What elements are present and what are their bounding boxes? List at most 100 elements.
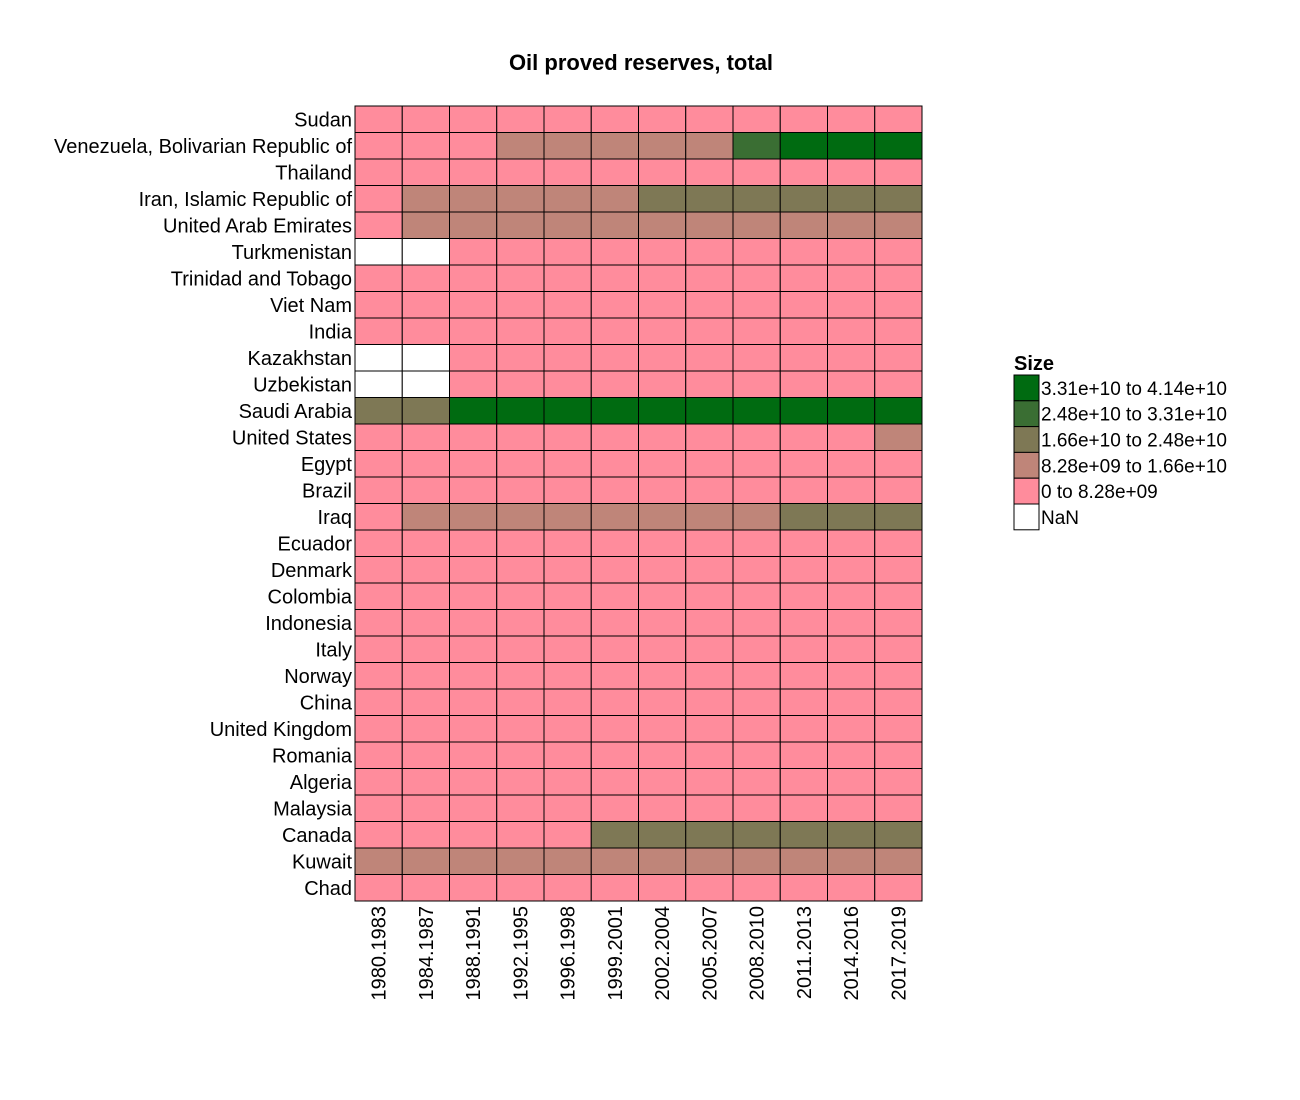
heatmap-cell <box>874 291 923 319</box>
heatmap-cell <box>779 821 828 849</box>
row-label: United States <box>232 427 352 449</box>
heatmap-cell <box>354 556 403 584</box>
heatmap-cell <box>874 768 923 796</box>
heatmap-cell <box>590 185 639 213</box>
heatmap-cell <box>543 874 592 902</box>
heatmap-cell <box>401 503 450 531</box>
heatmap-cell <box>401 529 450 557</box>
heatmap-cell <box>401 821 450 849</box>
heatmap-cell <box>354 132 403 160</box>
heatmap-cell <box>401 317 450 345</box>
heatmap-cell <box>827 158 876 186</box>
heatmap-cell <box>496 423 545 451</box>
heatmap-cell <box>874 821 923 849</box>
column-label: 1980.1983 <box>369 906 391 1001</box>
heatmap-cell <box>638 662 687 690</box>
heatmap-cell <box>449 185 498 213</box>
heatmap-cell <box>354 317 403 345</box>
heatmap-cell <box>732 741 781 769</box>
heatmap-cell <box>827 874 876 902</box>
heatmap-cell <box>354 635 403 663</box>
heatmap-cell <box>685 503 734 531</box>
heatmap-cell <box>827 450 876 478</box>
row-label: Algeria <box>290 772 353 794</box>
row-label: Denmark <box>271 560 353 582</box>
heatmap-cell <box>827 317 876 345</box>
heatmap-cell <box>496 344 545 372</box>
row-label: Uzbekistan <box>253 374 352 396</box>
column-label: 1996.1998 <box>558 906 580 1001</box>
heatmap-cell <box>779 344 828 372</box>
heatmap-cell <box>732 370 781 398</box>
legend-label: 3.31e+10 to 4.14e+10 <box>1041 379 1227 400</box>
row-label: Indonesia <box>265 613 353 635</box>
heatmap-cell <box>638 635 687 663</box>
heatmap-cell <box>543 185 592 213</box>
heatmap-cell <box>449 821 498 849</box>
heatmap-cell <box>779 794 828 822</box>
heatmap-cell <box>827 715 876 743</box>
heatmap-cell <box>732 715 781 743</box>
legend-swatch <box>1013 477 1040 505</box>
column-label: 2005.2007 <box>699 906 721 1001</box>
heatmap-cell <box>496 132 545 160</box>
heatmap-cell <box>449 291 498 319</box>
heatmap-cell <box>401 211 450 239</box>
heatmap-cell <box>874 105 923 133</box>
heatmap-cell <box>543 370 592 398</box>
heatmap-cell <box>543 582 592 610</box>
heatmap-cell <box>732 529 781 557</box>
heatmap-cell <box>401 185 450 213</box>
heatmap-cell <box>496 609 545 637</box>
heatmap-cell <box>638 450 687 478</box>
heatmap-cell <box>732 609 781 637</box>
heatmap-cell <box>732 185 781 213</box>
heatmap-cell <box>543 503 592 531</box>
heatmap-cell <box>543 423 592 451</box>
heatmap-cell <box>779 715 828 743</box>
heatmap-cell <box>827 556 876 584</box>
heatmap-cell <box>401 450 450 478</box>
heatmap-cell <box>590 238 639 266</box>
heatmap-cell <box>354 291 403 319</box>
heatmap-cell <box>827 211 876 239</box>
heatmap-cell <box>354 688 403 716</box>
heatmap-cell <box>874 741 923 769</box>
row-label: Iraq <box>318 507 352 529</box>
heatmap-cell <box>827 768 876 796</box>
heatmap-cell <box>638 609 687 637</box>
heatmap-cell <box>827 291 876 319</box>
heatmap-cell <box>449 768 498 796</box>
heatmap-cell <box>590 635 639 663</box>
heatmap-cell <box>732 556 781 584</box>
heatmap-cell <box>685 450 734 478</box>
heatmap-cell <box>874 317 923 345</box>
heatmap-cell <box>874 450 923 478</box>
heatmap-cell <box>496 185 545 213</box>
heatmap-cell <box>827 238 876 266</box>
heatmap-cell <box>449 874 498 902</box>
heatmap-cell <box>779 556 828 584</box>
heatmap-cell <box>543 132 592 160</box>
heatmap-cell <box>874 582 923 610</box>
heatmap-cell <box>354 476 403 504</box>
heatmap-cell <box>827 132 876 160</box>
heatmap-cell <box>496 158 545 186</box>
row-label: Trinidad and Tobago <box>171 268 352 290</box>
heatmap-cell <box>449 423 498 451</box>
row-label: Romania <box>272 745 353 767</box>
row-label: Italy <box>315 639 352 661</box>
column-label: 2014.2016 <box>841 906 863 1001</box>
row-labels: Sudan Venezuela, Bolivarian Republic of Th… <box>54 109 353 900</box>
column-labels: 1980.1983 1984.1987 1988.1991 1992.1995 1996… <box>369 906 911 1001</box>
row-label: Thailand <box>275 162 352 184</box>
heatmap-cell <box>354 529 403 557</box>
heatmap-cell <box>732 264 781 292</box>
heatmap-cell <box>732 768 781 796</box>
heatmap-cell <box>590 688 639 716</box>
heatmap-cell <box>827 264 876 292</box>
heatmap-cell <box>354 821 403 849</box>
heatmap-cell <box>543 291 592 319</box>
heatmap-cell <box>543 238 592 266</box>
heatmap-cell <box>496 847 545 875</box>
